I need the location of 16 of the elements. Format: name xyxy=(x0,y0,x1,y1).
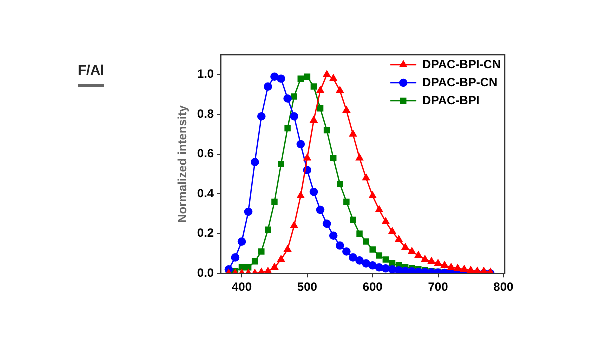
y-tick-label: 0.4 xyxy=(197,186,214,200)
y-tick-label: 0.8 xyxy=(197,106,214,121)
y-tick-label: 0.2 xyxy=(197,226,214,240)
x-tick-label: 500 xyxy=(297,280,318,294)
y-tick-label: 0.6 xyxy=(197,146,214,161)
x-tick-label: 800 xyxy=(494,280,514,294)
x-tick-label: 700 xyxy=(428,280,449,294)
x-tick-label: 600 xyxy=(362,280,384,294)
legend-label: DPAC-BP-CN xyxy=(422,75,498,90)
y-tick-label: 1.0 xyxy=(197,67,214,82)
x-tick-label: 400 xyxy=(232,280,252,294)
legend-label: DPAC-BPI-CN xyxy=(422,57,502,72)
y-tick-label: 0.0 xyxy=(197,266,214,280)
y-axis-title: Normalized intensity xyxy=(176,105,190,223)
legend-label: DPAC-BPI xyxy=(422,93,480,108)
text: F/Al xyxy=(78,62,104,87)
